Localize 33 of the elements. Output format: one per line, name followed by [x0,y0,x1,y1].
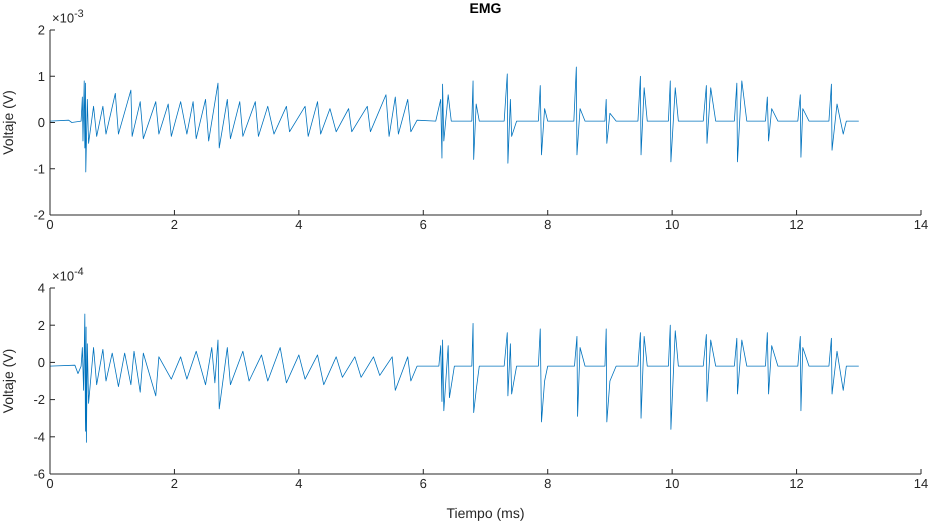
y-tick-label: 2 [38,22,45,38]
y-tick-label: -2 [33,208,45,223]
x-tick-label: 4 [295,217,302,232]
x-tick-label: 14 [914,217,928,232]
y-axis-title: Voltaje (V) [0,348,16,414]
x-axis-title: Tiempo (ms) [446,505,525,521]
y-tick-label: 1 [38,68,45,84]
x-tick-label: 12 [789,476,804,492]
x-tick-label: 2 [170,476,178,492]
text: ×10$^{-4}$ [52,266,84,284]
text: ×10$^{-3}$ [52,8,84,26]
x-tick-label: 4 [295,476,302,492]
x-tick-label: 6 [420,217,427,232]
y-tick-label: 0 [38,115,45,130]
x-tick-label: 10 [664,476,680,492]
chart-title: EMG [470,0,502,16]
line-series [50,314,860,443]
line-series [50,66,860,172]
x-tick-label: 14 [914,476,928,492]
x-tick-label: 6 [420,476,427,492]
y-tick-label: -4 [33,429,45,444]
x-tick-label: 12 [789,217,804,232]
x-tick-label: 8 [544,217,552,232]
y-tick-label: -6 [33,466,45,482]
y-tick-label: 2 [38,318,45,333]
x-tick-label: 2 [170,217,178,232]
y-tick-label: 4 [38,280,45,296]
y-tick-label: 0 [38,355,45,370]
x-tick-label: 8 [544,476,552,492]
y-axis-title: Voltaje (V) [0,90,16,155]
y-tick-label: -2 [33,392,45,408]
x-tick-label: 10 [664,217,680,232]
y-tick-label: -1 [33,161,45,176]
